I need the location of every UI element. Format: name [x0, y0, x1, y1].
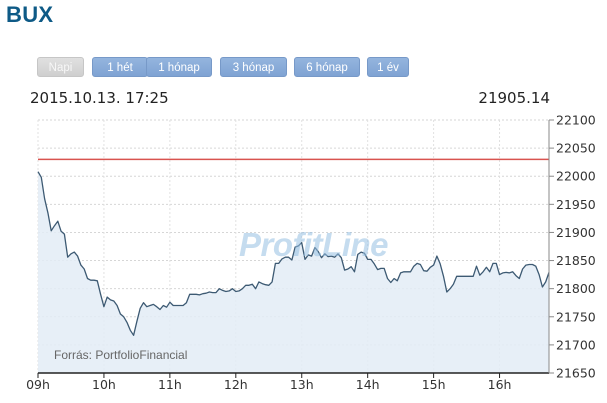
y-tick-label: 21650: [556, 366, 596, 381]
tab-1-week[interactable]: 1 hét: [92, 57, 148, 77]
y-tick-label: 21850: [556, 253, 596, 268]
x-tick-label: 09h: [26, 377, 50, 392]
current-value: 21905.14: [478, 89, 550, 107]
y-tick-label: 22100: [556, 113, 596, 128]
tab-daily[interactable]: Napi: [37, 57, 84, 77]
x-tick-label: 16h: [488, 377, 512, 392]
x-tick-label: 15h: [422, 377, 446, 392]
y-tick-label: 21750: [556, 309, 596, 324]
y-tick-label: 21800: [556, 281, 596, 296]
y-tick-label: 22050: [556, 141, 596, 156]
index-title: BUX: [6, 2, 54, 27]
tab-1-year[interactable]: 1 év: [367, 57, 409, 77]
tab-3-months[interactable]: 3 hónap: [220, 57, 287, 77]
tab-6-months[interactable]: 6 hónap: [294, 57, 360, 77]
y-tick-label: 21700: [556, 337, 596, 352]
x-tick-label: 10h: [92, 377, 116, 392]
x-tick-label: 13h: [290, 377, 314, 392]
y-tick-label: 21950: [556, 197, 596, 212]
axes: 21650 21700 21750 21800 21850 21900 21950 22000…: [26, 113, 596, 393]
area-fill: [38, 171, 549, 373]
x-tick-label: 12h: [224, 377, 248, 392]
x-tick-label: 14h: [356, 377, 380, 392]
source-label: Forrás: PortfolioFinancial: [54, 348, 188, 362]
tab-1-month[interactable]: 1 hónap: [146, 57, 212, 77]
x-tick-label: 11h: [158, 377, 182, 392]
quote-datetime: 2015.10.13. 17:25: [30, 89, 169, 107]
y-tick-label: 22000: [556, 169, 596, 184]
price-line: [37, 171, 550, 336]
y-tick-label: 21900: [556, 225, 596, 240]
